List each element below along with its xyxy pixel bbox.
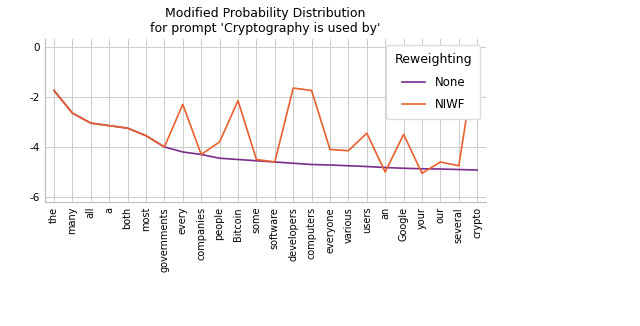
None (179, 150, 187, 154)
None (363, 165, 371, 169)
NIWF (106, 124, 113, 127)
Line: NIWF: NIWF (54, 49, 477, 173)
NIWF (234, 98, 242, 102)
None (234, 157, 242, 161)
None (436, 167, 444, 171)
None (197, 153, 205, 156)
None (400, 166, 408, 170)
NIWF (344, 149, 352, 153)
NIWF (289, 86, 297, 90)
NIWF (455, 164, 463, 168)
None (381, 166, 389, 170)
NIWF (253, 157, 260, 161)
None (474, 168, 481, 172)
NIWF (124, 126, 131, 130)
NIWF (216, 140, 223, 144)
None (106, 124, 113, 127)
None (142, 134, 150, 138)
NIWF (161, 145, 168, 149)
None (326, 163, 334, 167)
None (418, 167, 426, 171)
NIWF (68, 111, 76, 115)
NIWF (179, 102, 187, 106)
NIWF (142, 134, 150, 138)
None (253, 159, 260, 163)
None (161, 145, 168, 149)
None (455, 168, 463, 171)
NIWF (50, 89, 58, 93)
None (308, 163, 316, 167)
NIWF (308, 89, 316, 93)
NIWF (197, 153, 205, 156)
NIWF (436, 160, 444, 164)
None (87, 121, 95, 125)
Line: None: None (54, 91, 477, 170)
None (124, 126, 131, 130)
NIWF (363, 131, 371, 135)
None (50, 89, 58, 93)
None (271, 160, 278, 164)
None (344, 164, 352, 168)
NIWF (381, 170, 389, 174)
None (68, 111, 76, 115)
Title: Modified Probability Distribution
for prompt 'Cryptography is used by': Modified Probability Distribution for pr… (150, 7, 381, 35)
NIWF (418, 171, 426, 175)
NIWF (326, 147, 334, 151)
NIWF (271, 160, 278, 164)
NIWF (87, 121, 95, 125)
NIWF (474, 47, 481, 51)
None (216, 156, 223, 160)
None (289, 161, 297, 165)
NIWF (400, 132, 408, 136)
Legend: None, NIWF: None, NIWF (387, 45, 481, 119)
